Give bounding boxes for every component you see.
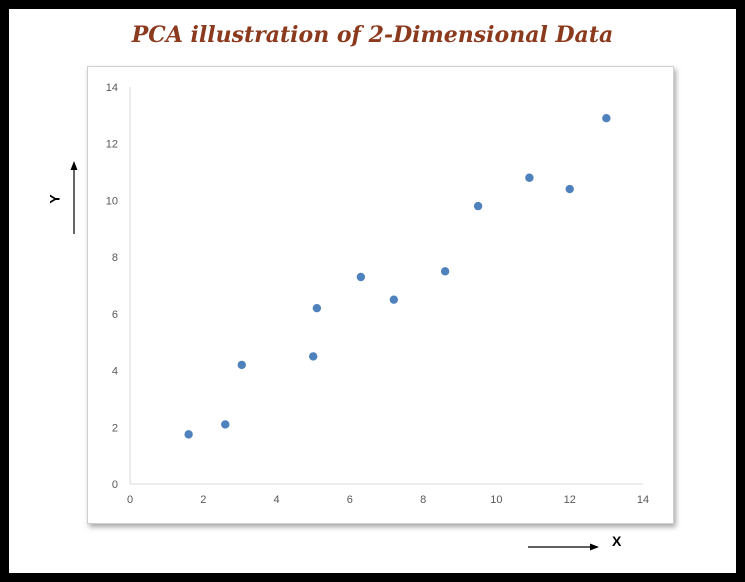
x-tick-label: 12 xyxy=(564,494,576,506)
chart-title: PCA illustration of 2-Dimensional Data xyxy=(131,22,614,48)
data-point xyxy=(309,352,318,361)
data-point xyxy=(565,184,574,194)
data-point xyxy=(602,113,611,123)
x-tick-label: 14 xyxy=(637,494,649,506)
chart-area: 0 2 4 6 8 10 12 14 0 2 4 6 8 10 12 14 xyxy=(87,66,674,524)
y-tick-label: 4 xyxy=(112,366,118,378)
scatter-plot: 0 2 4 6 8 10 12 14 0 2 4 6 8 10 12 14 xyxy=(106,82,649,506)
data-point xyxy=(312,303,322,313)
data-point xyxy=(389,295,399,304)
data-point xyxy=(440,267,450,276)
x-tick-label: 0 xyxy=(127,494,133,506)
data-point xyxy=(221,420,230,429)
x-tick-label: 10 xyxy=(490,494,502,506)
x-tick-label: 6 xyxy=(347,494,353,506)
x-tick-label: 4 xyxy=(274,494,280,506)
y-tick-label: 14 xyxy=(106,82,118,94)
y-tick-label: 6 xyxy=(112,309,118,321)
y-tick-label: 10 xyxy=(106,195,118,207)
data-point xyxy=(356,272,366,282)
y-tick-label: 8 xyxy=(112,252,118,264)
y-tick-label: 0 xyxy=(112,479,118,491)
data-point xyxy=(473,201,483,211)
x-tick-label: 2 xyxy=(200,494,206,506)
x-axis-label: X xyxy=(612,533,622,549)
y-tick-label: 12 xyxy=(106,139,118,151)
x-tick-label: 8 xyxy=(420,494,426,506)
data-point xyxy=(525,173,534,182)
data-point xyxy=(237,360,246,370)
data-point xyxy=(184,430,193,439)
y-axis-label: Y xyxy=(46,194,63,204)
y-tick-label: 2 xyxy=(112,422,118,434)
